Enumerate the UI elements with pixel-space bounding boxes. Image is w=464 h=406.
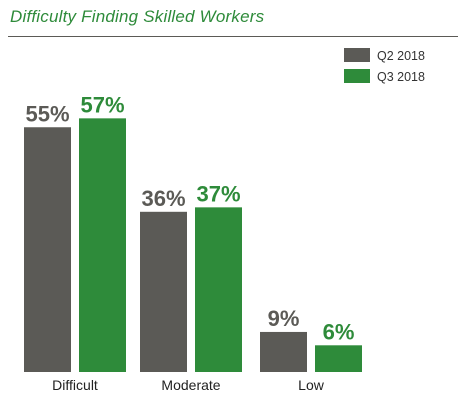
data-label-low-q3-2018: 6% bbox=[323, 319, 355, 344]
category-label-difficult: Difficult bbox=[52, 377, 98, 393]
data-label-difficult-q3-2018: 57% bbox=[80, 92, 124, 117]
bar-moderate-q3-2018 bbox=[195, 207, 242, 372]
legend: Q2 2018 Q3 2018 bbox=[344, 48, 425, 84]
category-labels: Difficult Moderate Low bbox=[52, 377, 325, 393]
bar-moderate-q2-2018 bbox=[140, 211, 187, 372]
data-label-moderate-q3-2018: 37% bbox=[196, 181, 240, 206]
legend-label-q2-2018: Q2 2018 bbox=[377, 49, 425, 63]
title-divider bbox=[8, 36, 458, 37]
legend-label-q3-2018: Q3 2018 bbox=[377, 70, 425, 84]
data-label-low-q2-2018: 9% bbox=[268, 306, 300, 331]
bar-difficult-q2-2018 bbox=[24, 127, 71, 372]
chart-title: Difficulty Finding Skilled Workers bbox=[10, 7, 265, 26]
legend-swatch-q2-2018 bbox=[344, 48, 370, 62]
category-label-moderate: Moderate bbox=[161, 377, 220, 393]
legend-swatch-q3-2018 bbox=[344, 69, 370, 83]
data-label-difficult-q2-2018: 55% bbox=[25, 101, 69, 126]
bar-low-q3-2018 bbox=[315, 345, 362, 372]
bar-difficult-q3-2018 bbox=[79, 118, 126, 372]
bar-low-q2-2018 bbox=[260, 331, 307, 372]
data-label-moderate-q2-2018: 36% bbox=[141, 186, 185, 211]
category-label-low: Low bbox=[298, 377, 325, 393]
bars: 55% 57% 36% 37% 9% 6% bbox=[24, 92, 362, 372]
